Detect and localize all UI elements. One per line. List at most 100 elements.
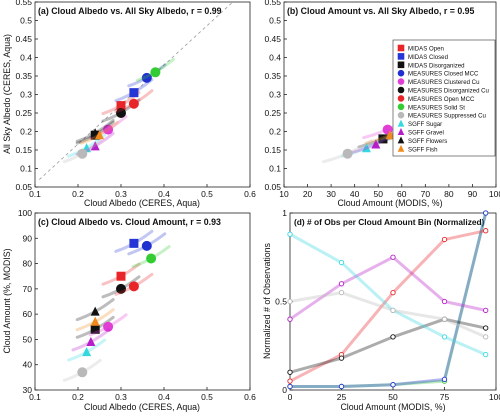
panel-c-point-measures-suppressed-cu: [77, 367, 88, 378]
panel-c-y-tick-label: 30: [23, 385, 33, 395]
panel-d-line-point: [338, 355, 345, 361]
panel-b-point-sgff-fish: [385, 130, 395, 140]
panel-d-line-point: [483, 228, 489, 234]
legend-entry: SGFF Flowers: [397, 136, 447, 145]
panel-d-line-point: [390, 289, 396, 296]
panel-b-y-tick-label: 0.25: [264, 108, 281, 118]
legend-label: SGFF Gravel: [408, 130, 444, 137]
panel-b-x-tick-label: 30: [326, 189, 336, 199]
panel-d-line-point: [287, 383, 293, 390]
panel-d-y-tick-label: 0: [282, 385, 287, 395]
legend-marker-sgff-sugar: [397, 119, 405, 127]
panel-d-line-point: [390, 307, 396, 313]
panel-b-x-tick-label: 70: [421, 189, 431, 199]
legend-marker-sgff-fish: [397, 144, 405, 152]
panel-c-point-measures-solid-st: [146, 253, 157, 264]
legend-label: MEASURES Disorganized Cu: [408, 88, 489, 95]
panel-d-line-point: [390, 254, 396, 260]
panel-c-point-midas-closed: [129, 238, 139, 248]
panel-c-point-sgff-sugar: [82, 347, 92, 357]
panel-c-y-axis-label: Cloud Amount (%, MODIS): [2, 248, 12, 353]
panel-d-line-point: [483, 351, 489, 358]
legend-entry: MIDAS Closed: [397, 53, 448, 61]
panel-a-point-sgff-gravel: [90, 141, 100, 151]
panel-b-y-tick-label: 0.05: [264, 182, 281, 192]
panel-c-y-tick-label: 100: [18, 208, 32, 218]
panel-b-y-tick-label: 0.15: [264, 145, 281, 155]
panel-a-point-midas-open: [116, 101, 126, 111]
panel-a-point-measures-disorganized-cu: [116, 108, 126, 118]
legend-entry: MEASURES Closed MCC: [397, 69, 479, 78]
panel-d-line-point: [287, 316, 293, 322]
panel-c-y-tick-label: 70: [23, 284, 33, 294]
panel-b-y-tick-label: 0.45: [264, 34, 281, 44]
panel-a-y-tick-label: 0.55: [15, 0, 32, 7]
panel-d-line-point: [287, 369, 293, 375]
panel-d-x-axis-label: Cloud Amount (MODIS, %): [340, 402, 445, 412]
legend-label: MEASURES Closed MCC: [408, 71, 479, 78]
legend-label: MEASURES Clustered Cu: [408, 79, 479, 86]
panel-c-x-axis-label: Cloud Albedo (CERES, Aqua): [84, 402, 200, 412]
panel-a-x-tick-label: 0.5: [201, 189, 213, 199]
panel-a-x-axis-label: Cloud Albedo (CERES, Aqua): [84, 198, 200, 208]
panel-b-x-tick-label: 60: [397, 189, 407, 199]
panel-b-x-tick-label: 100: [489, 189, 500, 199]
panel-a-x-tick-label: 0.6: [244, 189, 256, 199]
panel-b-title: (b) Cloud Amount vs. All Sky Albedo, r =…: [287, 6, 475, 16]
panel-c-y-tick-label: 40: [23, 360, 33, 370]
panel-a-point-measures-suppressed-cu: [77, 148, 88, 159]
panel-b-x-tick-label: 50: [373, 189, 383, 199]
legend-label: MEASURES Open MCC: [408, 96, 475, 103]
legend-entry: SGFF Sugar: [397, 119, 442, 128]
panel-d-x-tick-label: 75: [440, 392, 450, 402]
panel-d-y-axis-label: Normalized # of Observations: [262, 242, 272, 358]
panel-a: (a) Cloud Albedo vs. All Sky Albedo, r =…: [2, 0, 256, 208]
panel-a-y-tick-label: 0.25: [15, 108, 32, 118]
panel-d-line-point: [287, 298, 293, 305]
panel-a-reference-line: [39, 1, 234, 180]
legend-entry: MEASURES Open MCC: [397, 95, 475, 103]
panel-b-point-midas-disorganized: [378, 134, 388, 144]
panel-a-y-tick-label: 0.1: [20, 164, 32, 174]
panel-a-x-tick-label: 0.4: [158, 189, 170, 199]
panel-a-x-tick-label: 0.2: [72, 189, 84, 199]
panel-a-point-measures-clustered-cu: [103, 124, 114, 135]
panel-a-point-measures-closed-mcc: [141, 72, 152, 83]
panel-a-y-tick-label: 0.15: [15, 145, 32, 155]
panel-d-title: (d) # of Obs per Cloud Amount Bin (Norma…: [294, 217, 485, 227]
panel-b-y-tick-label: 0.4: [269, 53, 281, 63]
panel-a-frame: [34, 1, 251, 188]
legend-marker-measures-open-mcc: [397, 95, 405, 102]
panel-b-y-tick-label: 0.35: [264, 71, 281, 81]
legend-marker-measures-suppressed-cu: [397, 111, 405, 119]
legend-label: MEASURES Solid St: [408, 104, 465, 111]
panel-b-point-measures-suppressed-cu: [342, 148, 353, 159]
panel-d-y-tick-label: 0.5: [275, 297, 287, 307]
panel-c-x-tick-label: 0.5: [201, 392, 213, 402]
panel-c-point-sgff-flowers: [90, 306, 100, 316]
panel-b-point-sgff-gravel: [371, 139, 381, 149]
legend-label: SGFF Sugar: [408, 121, 442, 128]
panel-a-x-tick-label: 0.3: [115, 189, 127, 199]
panel-d-line-point: [483, 210, 489, 216]
legend-marker-sgff-flowers: [397, 136, 405, 144]
panel-a-y-tick-label: 0.05: [15, 182, 32, 192]
panel-c-x-tick-label: 0.3: [115, 392, 127, 402]
panel-d-line-point: [441, 376, 448, 383]
legend-label: MIDAS Disorganized: [408, 62, 465, 69]
panel-b-y-tick-label: 0.3: [269, 90, 281, 100]
legend-entry: MIDAS Open: [397, 44, 444, 53]
panel-d-line-point: [483, 325, 489, 331]
legend-marker-measures-disorganized-cu: [397, 86, 405, 94]
legend-entry: MEASURES Suppressed Cu: [397, 111, 486, 120]
legend-marker-measures-solid-st: [397, 103, 405, 111]
panel-d-line-point: [338, 281, 345, 287]
panel-b-y-tick-label: 0.5: [269, 16, 281, 26]
panel-d-x-tick-label: 50: [388, 392, 398, 402]
legend-entry: SGFF Fish: [397, 144, 437, 153]
panel-c-y-tick-label: 80: [23, 259, 33, 269]
panel-d-line-point: [287, 231, 293, 237]
legend-label: MEASURES Suppressed Cu: [408, 113, 486, 120]
legend-label: MIDAS Open: [408, 46, 444, 53]
